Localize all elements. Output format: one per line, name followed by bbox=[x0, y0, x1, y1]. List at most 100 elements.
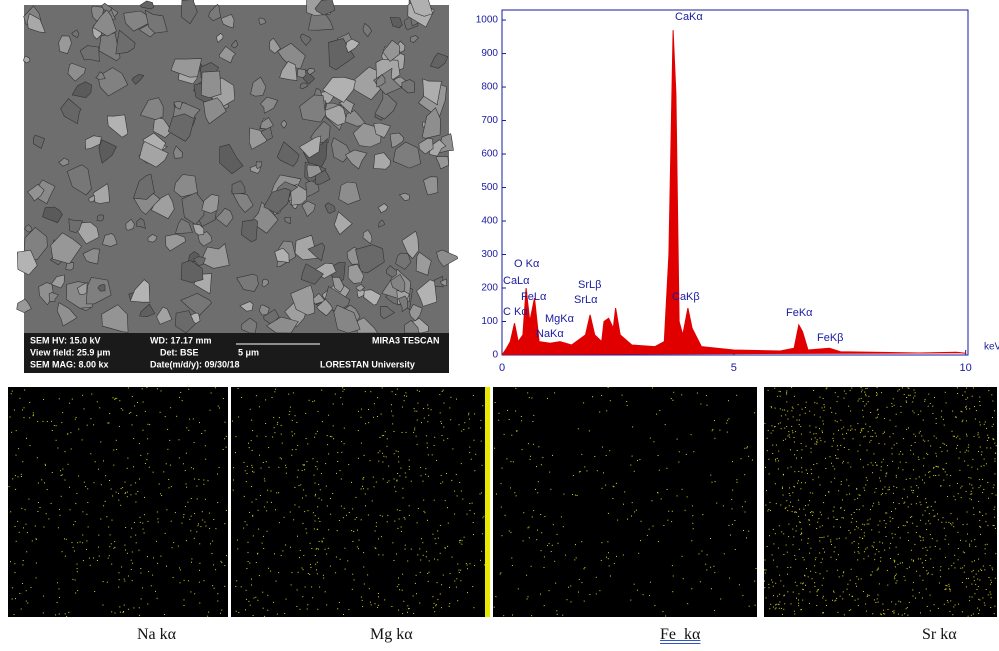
map-dot bbox=[48, 518, 49, 519]
map-dot bbox=[870, 426, 871, 427]
map-dot bbox=[460, 570, 461, 571]
map-dot bbox=[898, 527, 899, 528]
map-dot bbox=[858, 599, 859, 600]
map-dot bbox=[374, 486, 375, 487]
map-dot bbox=[438, 538, 439, 539]
map-dot bbox=[860, 459, 861, 460]
map-dot bbox=[399, 510, 400, 511]
map-dot bbox=[405, 549, 406, 550]
map-dot bbox=[742, 595, 743, 596]
map-dot bbox=[823, 612, 824, 613]
map-dot bbox=[428, 454, 429, 455]
map-dot bbox=[971, 584, 972, 585]
map-dot bbox=[917, 496, 918, 497]
map-dot bbox=[361, 409, 362, 410]
map-dot bbox=[859, 553, 860, 554]
map-dot bbox=[768, 584, 769, 585]
map-dot bbox=[137, 491, 138, 492]
map-dot bbox=[896, 547, 897, 548]
map-dot bbox=[581, 454, 582, 455]
map-dot bbox=[124, 605, 125, 606]
map-dot bbox=[610, 400, 611, 401]
map-dot bbox=[421, 422, 422, 423]
map-dot bbox=[163, 471, 164, 472]
map-dot bbox=[870, 436, 871, 437]
map-dot bbox=[330, 514, 331, 515]
map-dot bbox=[677, 495, 678, 496]
map-dot bbox=[418, 508, 419, 509]
map-dot bbox=[776, 604, 777, 605]
map-dot bbox=[144, 533, 145, 534]
map-dot bbox=[797, 420, 798, 421]
map-dot bbox=[754, 581, 755, 582]
map-dot bbox=[33, 414, 34, 415]
map-dot bbox=[449, 407, 450, 408]
map-dot bbox=[271, 491, 272, 492]
map-dot bbox=[868, 431, 869, 432]
map-dot bbox=[161, 390, 162, 391]
map-dot bbox=[161, 495, 162, 496]
map-dot bbox=[892, 453, 893, 454]
map-dot bbox=[319, 498, 320, 499]
map-dot bbox=[893, 486, 894, 487]
map-dot bbox=[966, 409, 967, 410]
map-dot bbox=[994, 613, 995, 614]
map-dot bbox=[100, 441, 101, 442]
map-dot bbox=[946, 463, 947, 464]
map-dot bbox=[867, 595, 868, 596]
map-dot bbox=[896, 477, 897, 478]
map-dot bbox=[925, 399, 926, 400]
map-dot bbox=[835, 547, 836, 548]
map-dot bbox=[992, 493, 993, 494]
map-dot bbox=[872, 506, 873, 507]
map-dot bbox=[943, 443, 944, 444]
map-dot bbox=[64, 538, 65, 539]
map-dot bbox=[304, 511, 305, 512]
map-dot bbox=[341, 441, 342, 442]
map-dot bbox=[439, 394, 440, 395]
map-dot bbox=[361, 519, 362, 520]
map-dot bbox=[31, 587, 32, 588]
map-dot bbox=[357, 546, 358, 547]
map-dot bbox=[153, 472, 154, 473]
map-dot bbox=[391, 606, 392, 607]
y-tick-label: 0 bbox=[492, 350, 498, 361]
map-dot bbox=[417, 522, 418, 523]
map-dot bbox=[634, 584, 635, 585]
map-dot bbox=[450, 419, 451, 420]
map-dot bbox=[744, 448, 745, 449]
map-dot bbox=[966, 450, 967, 451]
sem-info-text: Det: BSE bbox=[160, 347, 199, 357]
map-dot bbox=[536, 539, 537, 540]
map-dot bbox=[443, 427, 444, 428]
map-dot bbox=[463, 429, 464, 430]
map-dot bbox=[837, 421, 838, 422]
map-dot bbox=[10, 511, 11, 512]
map-dot bbox=[351, 482, 352, 483]
map-dot bbox=[80, 542, 81, 543]
map-dot bbox=[135, 535, 136, 536]
map-dot bbox=[306, 533, 307, 534]
map-dot bbox=[454, 581, 455, 582]
map-dot bbox=[861, 529, 862, 530]
map-dot bbox=[834, 507, 835, 508]
map-dot bbox=[606, 410, 607, 411]
map-dot bbox=[958, 604, 959, 605]
map-dot bbox=[780, 396, 781, 397]
map-dot bbox=[766, 597, 767, 598]
map-dot bbox=[772, 554, 773, 555]
map-dot bbox=[922, 580, 923, 581]
map-dot bbox=[368, 409, 369, 410]
map-dot bbox=[577, 495, 578, 496]
map-dot bbox=[75, 521, 76, 522]
map-dot bbox=[969, 544, 970, 545]
map-dot bbox=[935, 475, 936, 476]
map-dot bbox=[924, 401, 925, 402]
map-dot bbox=[246, 481, 247, 482]
map-dot bbox=[156, 541, 157, 542]
map-dot bbox=[396, 481, 397, 482]
map-dot bbox=[191, 516, 192, 517]
map-dot bbox=[426, 435, 427, 436]
map-dot bbox=[414, 428, 415, 429]
map-dot bbox=[972, 396, 973, 397]
